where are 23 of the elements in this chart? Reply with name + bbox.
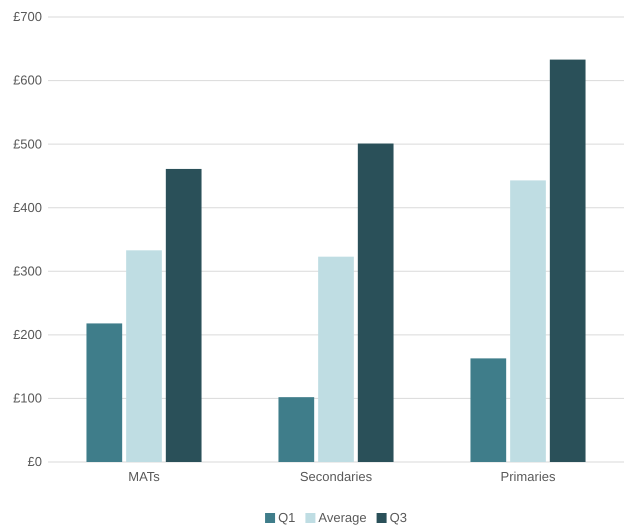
bar (86, 323, 122, 462)
y-tick-label: £100 (13, 390, 42, 406)
legend-label: Average (318, 510, 367, 525)
bar (358, 144, 394, 462)
x-tick-label: Secondaries (300, 469, 373, 484)
bar (550, 60, 586, 462)
x-tick-label: Primaries (500, 469, 556, 484)
y-tick-label: £700 (13, 9, 42, 24)
bar (470, 358, 506, 462)
bar (510, 180, 546, 462)
y-tick-label: £300 (13, 263, 42, 278)
bar (166, 168, 202, 462)
legend-label: Q3 (390, 510, 407, 525)
y-tick-label: £0 (28, 454, 42, 470)
bar (126, 250, 162, 462)
y-tick-label: £200 (13, 327, 42, 342)
legend-label: Q1 (278, 510, 296, 525)
y-tick-label: £600 (13, 72, 42, 88)
bar (278, 397, 314, 462)
bar (318, 256, 354, 462)
y-tick-label: £400 (13, 200, 42, 215)
y-tick-label: £500 (13, 136, 42, 152)
x-tick-label: MATs (128, 469, 160, 484)
